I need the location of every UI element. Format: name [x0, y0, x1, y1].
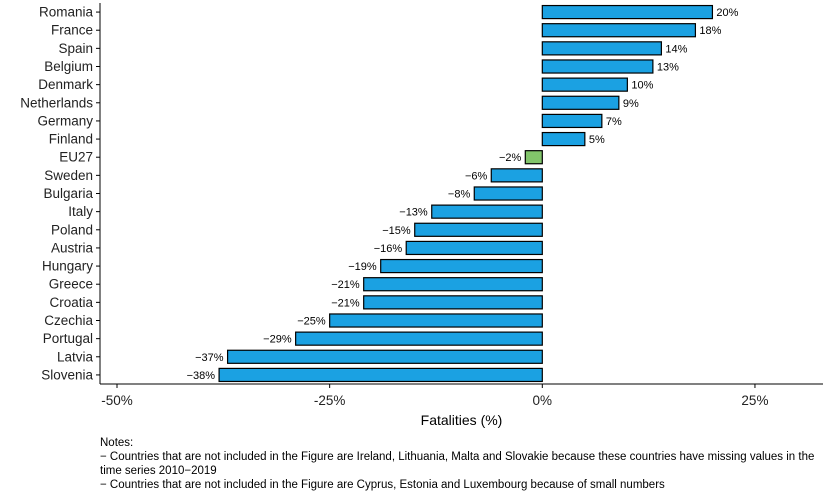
category-label: Bulgaria	[43, 186, 93, 201]
bar	[541, 113, 603, 129]
bar-chart: Romania 20% France 18% Spain 14% Belgium 13% Den…	[20, 3, 823, 428]
data-label: −21%	[331, 297, 360, 309]
bar	[541, 59, 654, 74]
data-label: −25%	[297, 316, 326, 328]
data-label: 20%	[716, 7, 738, 19]
category-label: Portugal	[43, 331, 93, 346]
bar	[541, 41, 662, 56]
data-label: 5%	[589, 134, 605, 146]
bar	[490, 168, 543, 183]
data-label: −21%	[331, 279, 360, 291]
category-label: Belgium	[44, 59, 93, 74]
bar	[473, 186, 543, 201]
bar	[541, 4, 714, 20]
notes-heading: Notes:	[100, 437, 134, 449]
bar	[431, 204, 543, 219]
data-label: −13%	[399, 207, 428, 219]
data-label: −8%	[448, 189, 471, 201]
x-axis-label: Fatalities (%)	[421, 412, 503, 428]
data-label: −16%	[374, 243, 403, 255]
data-label: 7%	[606, 116, 622, 128]
category-label: France	[51, 23, 93, 38]
category-label: Germany	[37, 113, 93, 128]
category-label: Austria	[51, 240, 94, 255]
category-label: Spain	[58, 41, 93, 56]
category-label: Netherlands	[20, 95, 93, 110]
category-label: Greece	[49, 277, 93, 292]
notes-line: − Countries that are not included in the…	[100, 451, 815, 477]
data-label: −19%	[348, 261, 377, 273]
category-label: Latvia	[57, 349, 94, 364]
data-label: −6%	[465, 170, 488, 182]
bar	[218, 367, 543, 383]
bar	[405, 240, 543, 256]
x-tick-label: -25%	[314, 393, 346, 408]
data-label: −15%	[382, 225, 411, 237]
category-label: Hungary	[42, 259, 93, 274]
category-label: EU27	[59, 150, 93, 165]
category-label: Romania	[39, 5, 94, 20]
bar	[363, 295, 543, 310]
category-label: Czechia	[44, 313, 93, 328]
bar	[226, 349, 543, 364]
data-label: −29%	[263, 334, 292, 346]
x-tick-label: 0%	[533, 393, 553, 408]
bar	[363, 277, 543, 292]
category-label: Sweden	[44, 168, 93, 183]
notes: Notes: − Countries that are not included…	[100, 436, 820, 492]
category-label: Slovenia	[41, 367, 93, 382]
data-label: 18%	[699, 25, 721, 37]
category-label: Finland	[49, 132, 93, 147]
data-label: −38%	[187, 370, 216, 382]
bar	[541, 23, 697, 38]
bar	[541, 77, 628, 92]
data-label: −2%	[499, 152, 522, 164]
notes-line: − Countries that are not included in the…	[100, 479, 665, 491]
x-tick-label: 25%	[741, 393, 768, 408]
data-label: −37%	[195, 352, 224, 364]
data-label: 14%	[665, 43, 687, 55]
category-label: Denmark	[38, 77, 93, 92]
x-tick-label: -50%	[101, 393, 133, 408]
data-label: 9%	[623, 98, 639, 110]
category-label: Croatia	[49, 295, 93, 310]
data-label: 10%	[631, 80, 653, 92]
bar	[541, 95, 620, 110]
data-label: 13%	[657, 62, 679, 74]
bar	[329, 313, 543, 328]
bar	[524, 150, 543, 165]
bar	[414, 222, 543, 237]
bar	[380, 258, 543, 274]
category-label: Italy	[68, 204, 93, 219]
bar	[541, 131, 586, 147]
category-label: Poland	[51, 222, 93, 237]
bar	[295, 331, 543, 346]
